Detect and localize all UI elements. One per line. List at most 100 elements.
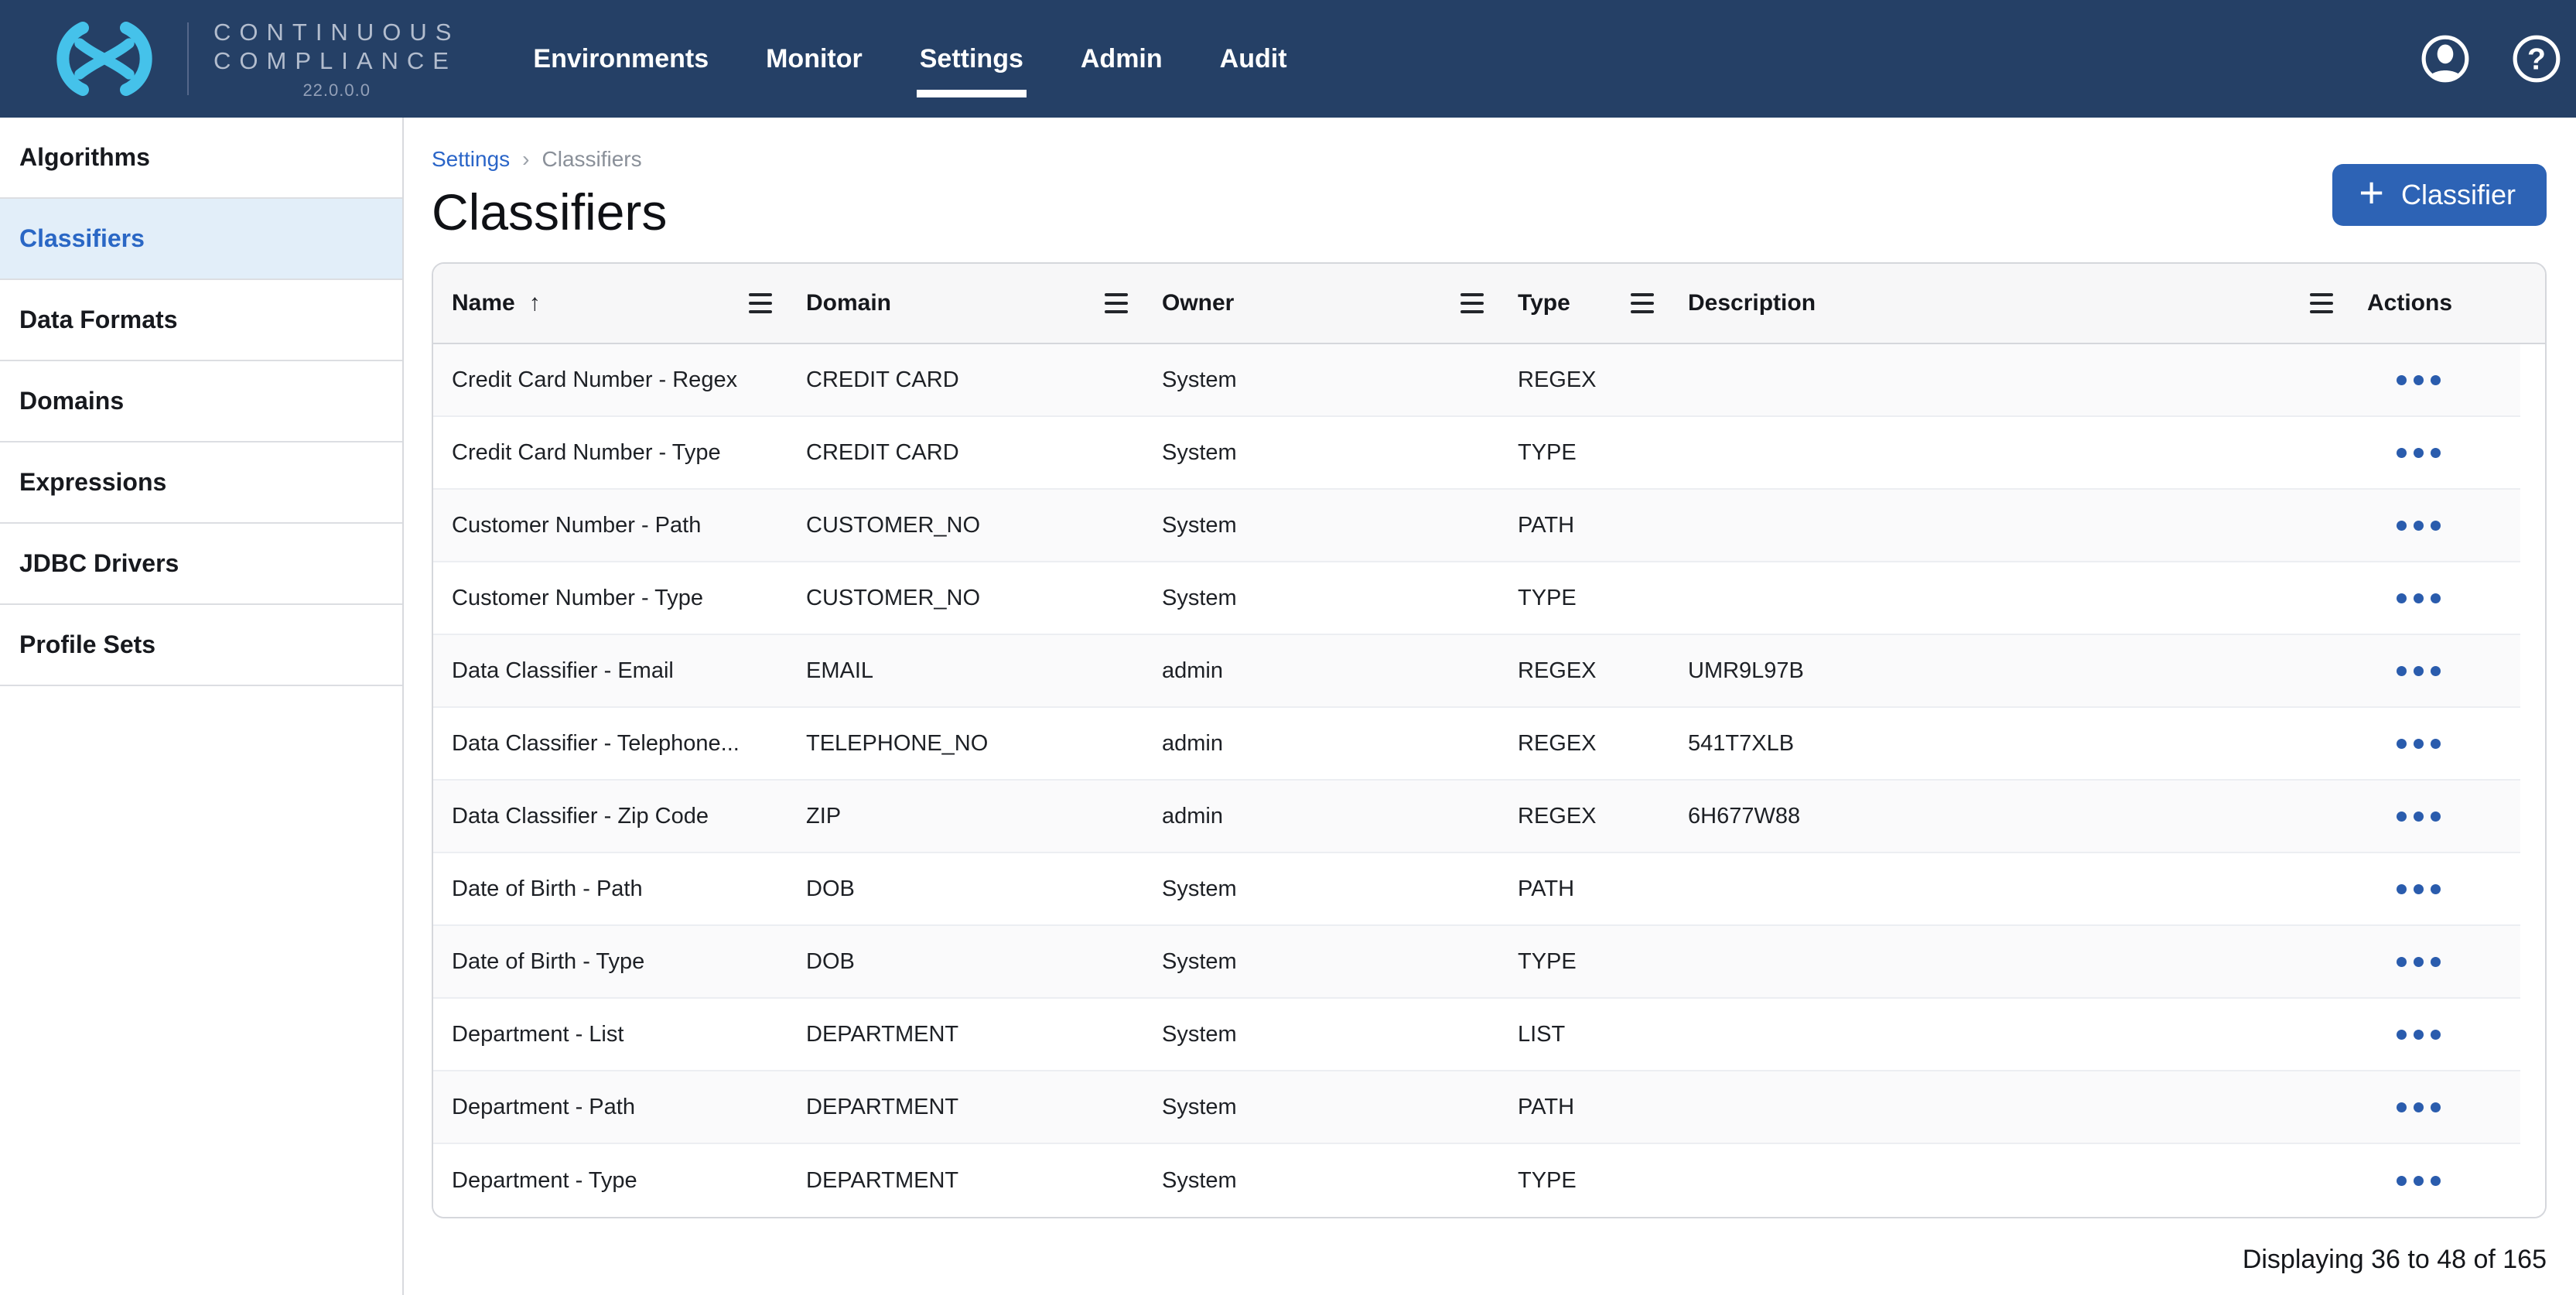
table-row: Customer Number - Type CUSTOMER_NO Syste…: [433, 562, 2520, 635]
cell-actions: [2349, 586, 2520, 611]
cell-type: PATH: [1518, 876, 1575, 901]
row-actions-menu-icon[interactable]: [2392, 949, 2445, 975]
row-actions-menu-icon[interactable]: [2392, 1095, 2445, 1120]
cell-domain: EMAIL: [806, 658, 874, 683]
row-actions-menu-icon[interactable]: [2392, 1168, 2445, 1194]
sort-ascending-icon: ↑: [528, 290, 541, 316]
column-header-actions[interactable]: Actions: [2349, 264, 2545, 343]
nav-item-settings[interactable]: Settings: [916, 44, 1027, 97]
sidebar-item-profile-sets[interactable]: Profile Sets: [0, 605, 402, 686]
column-header-description[interactable]: Description: [1669, 264, 2349, 343]
brand: CONTINUOUS COMPLIANCE 22.0.0.0: [46, 18, 460, 101]
sidebar-item-jdbc-drivers[interactable]: JDBC Drivers: [0, 524, 402, 605]
table-row: Date of Birth - Path DOB System PATH: [433, 853, 2520, 926]
column-header-label-wrap: Domain: [806, 290, 891, 316]
cell-domain: DEPARTMENT: [806, 1167, 959, 1193]
nav-item-environments[interactable]: Environments: [533, 44, 709, 74]
table-row: Data Classifier - Zip Code ZIP admin REG…: [433, 781, 2520, 853]
nav-item-label: Monitor: [766, 43, 863, 73]
nav-item-admin[interactable]: Admin: [1081, 44, 1163, 74]
row-actions-menu-icon[interactable]: [2392, 876, 2445, 902]
plus-icon: +: [2359, 167, 2384, 217]
delphix-logo-icon: [56, 22, 152, 96]
table-row: Data Classifier - Telephone... TELEPHONE…: [433, 708, 2520, 781]
cell-name: Credit Card Number - Type: [452, 439, 721, 465]
row-actions-menu-icon[interactable]: [2392, 367, 2445, 393]
add-classifier-label: Classifier: [2400, 179, 2516, 210]
table-row: Customer Number - Path CUSTOMER_NO Syste…: [433, 490, 2520, 562]
nav-item-monitor[interactable]: Monitor: [766, 44, 863, 74]
page-header-left: Settings › Classifiers Classifiers: [432, 118, 667, 241]
cell-domain: TELEPHONE_NO: [806, 730, 989, 756]
row-actions-menu-icon[interactable]: [2392, 586, 2445, 611]
top-navbar: CONTINUOUS COMPLIANCE 22.0.0.0 Environme…: [0, 0, 2576, 118]
cell-actions: [2349, 804, 2520, 829]
cell-owner: System: [1162, 1021, 1237, 1047]
column-header-name[interactable]: Name ↑: [433, 264, 787, 343]
cell-domain: DEPARTMENT: [806, 1094, 959, 1119]
cell-name: Credit Card Number - Regex: [452, 367, 738, 392]
cell-description: 541T7XLB: [1688, 730, 1795, 756]
page-header: Settings › Classifiers Classifiers + Cla…: [432, 118, 2547, 241]
cell-owner: System: [1162, 512, 1237, 538]
row-actions-menu-icon[interactable]: [2392, 513, 2445, 538]
sidebar-item-classifiers[interactable]: Classifiers: [0, 199, 402, 280]
cell-type: REGEX: [1518, 658, 1597, 683]
table-row: Credit Card Number - Type CREDIT CARD Sy…: [433, 417, 2520, 490]
cell-type: TYPE: [1518, 585, 1577, 610]
cell-owner: System: [1162, 1094, 1237, 1119]
column-menu-icon[interactable]: [1461, 293, 1484, 313]
brand-line-1: CONTINUOUS: [214, 18, 460, 46]
main-nav: Environments Monitor Settings Admin Audi…: [533, 44, 1287, 97]
table-row: Date of Birth - Type DOB System TYPE: [433, 926, 2520, 999]
row-actions-menu-icon[interactable]: [2392, 440, 2445, 466]
help-icon[interactable]: ?: [2511, 33, 2562, 84]
row-actions-menu-icon[interactable]: [2392, 804, 2445, 829]
cell-domain: CREDIT CARD: [806, 439, 959, 465]
svg-text:?: ?: [2527, 43, 2546, 76]
cell-actions: [2349, 731, 2520, 757]
cell-name: Data Classifier - Email: [452, 658, 674, 683]
cell-type: PATH: [1518, 1094, 1575, 1119]
sidebar-item-algorithms[interactable]: Algorithms: [0, 118, 402, 199]
column-menu-icon[interactable]: [749, 293, 772, 313]
cell-description: 6H677W88: [1688, 803, 1801, 829]
settings-sidebar: Algorithms Classifiers Data Formats Doma…: [0, 118, 404, 1295]
table-row: Data Classifier - Email EMAIL admin REGE…: [433, 635, 2520, 708]
column-menu-icon[interactable]: [1631, 293, 1654, 313]
column-header-label-wrap: Description: [1688, 290, 1816, 316]
sidebar-item-expressions[interactable]: Expressions: [0, 442, 402, 524]
brand-divider: [187, 22, 189, 95]
table-row: Department - Type DEPARTMENT System TYPE: [433, 1144, 2520, 1217]
column-header-type[interactable]: Type: [1499, 264, 1669, 343]
breadcrumb-link-settings[interactable]: Settings: [432, 147, 511, 171]
sidebar-item-data-formats[interactable]: Data Formats: [0, 280, 402, 361]
user-account-icon[interactable]: [2420, 33, 2471, 84]
column-header-label: Description: [1688, 290, 1816, 316]
row-actions-menu-icon[interactable]: [2392, 658, 2445, 684]
cell-actions: [2349, 1095, 2520, 1120]
cell-type: PATH: [1518, 512, 1575, 538]
row-actions-menu-icon[interactable]: [2392, 1022, 2445, 1047]
cell-type: TYPE: [1518, 948, 1577, 974]
cell-actions: [2349, 1168, 2520, 1194]
cell-domain: CREDIT CARD: [806, 367, 959, 392]
column-menu-icon[interactable]: [2310, 293, 2333, 313]
nav-item-audit[interactable]: Audit: [1220, 44, 1287, 74]
nav-item-label: Admin: [1080, 43, 1163, 73]
column-header-owner[interactable]: Owner: [1143, 264, 1499, 343]
row-actions-menu-icon[interactable]: [2392, 731, 2445, 757]
cell-name: Data Classifier - Zip Code: [452, 803, 709, 829]
cell-name: Data Classifier - Telephone...: [452, 730, 740, 756]
cell-name: Department - List: [452, 1021, 624, 1047]
column-header-domain[interactable]: Domain: [787, 264, 1143, 343]
nav-item-label: Audit: [1219, 43, 1287, 73]
add-classifier-button[interactable]: + Classifier: [2332, 164, 2547, 226]
cell-owner: System: [1162, 1167, 1237, 1193]
table-row: Department - Path DEPARTMENT System PATH: [433, 1071, 2520, 1144]
cell-name: Department - Type: [452, 1167, 637, 1193]
column-header-label-wrap: Owner: [1162, 290, 1234, 316]
sidebar-item-domains[interactable]: Domains: [0, 361, 402, 442]
column-menu-icon[interactable]: [1105, 293, 1128, 313]
